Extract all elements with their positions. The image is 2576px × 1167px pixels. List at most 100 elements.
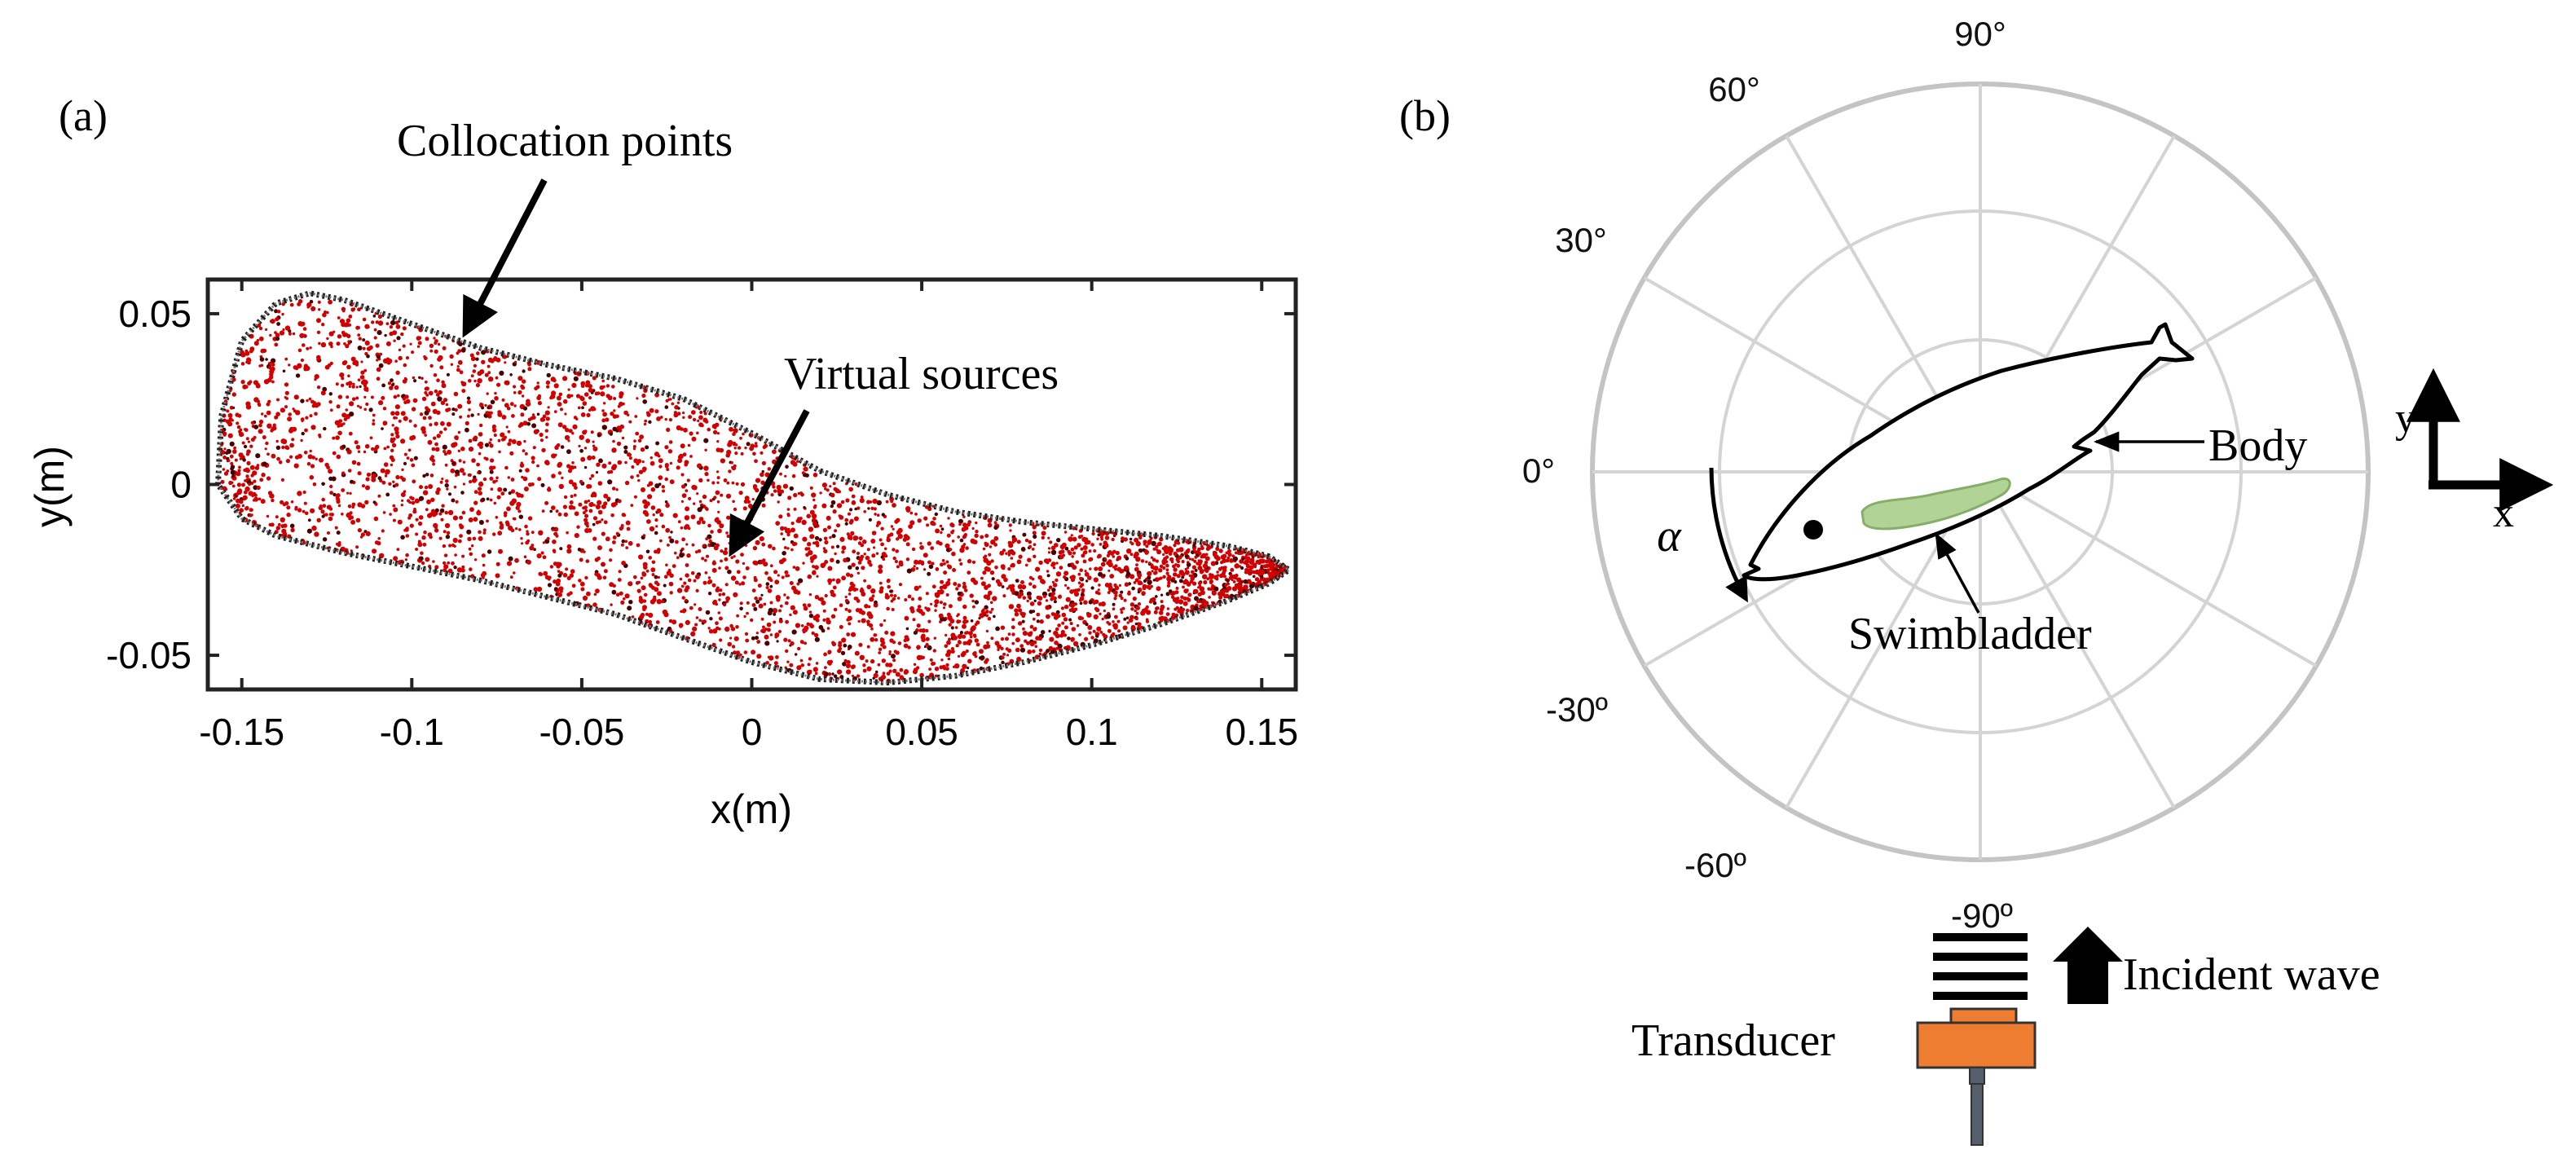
virtual-source-point xyxy=(241,504,245,508)
virtual-source-point xyxy=(495,376,499,380)
virtual-source-point xyxy=(808,657,812,661)
virtual-source-point xyxy=(787,639,791,643)
virtual-source-point xyxy=(1016,559,1022,565)
virtual-source-point xyxy=(557,471,562,475)
virtual-source-point xyxy=(905,627,909,631)
virtual-source-point xyxy=(239,428,243,432)
virtual-source-point xyxy=(640,447,645,452)
virtual-source-point xyxy=(975,521,978,525)
virtual-source-point xyxy=(686,478,690,482)
virtual-source-point xyxy=(592,504,596,507)
virtual-source-point xyxy=(381,383,385,388)
virtual-source-point xyxy=(763,561,768,567)
virtual-source-point xyxy=(642,599,647,603)
virtual-source-point xyxy=(944,644,949,649)
virtual-source-point xyxy=(527,516,533,521)
virtual-source-point xyxy=(852,535,858,541)
virtual-source-point xyxy=(359,385,362,388)
virtual-source-point xyxy=(321,323,325,327)
virtual-source-point xyxy=(680,473,685,477)
virtual-source-point xyxy=(1046,614,1050,619)
virtual-source-point xyxy=(561,476,564,480)
virtual-source-point xyxy=(483,456,487,460)
virtual-source-point xyxy=(896,517,900,522)
virtual-source-point xyxy=(242,458,246,462)
virtual-source-point xyxy=(918,628,923,632)
virtual-source-point xyxy=(309,449,312,453)
virtual-source-point xyxy=(800,624,804,628)
virtual-source-point xyxy=(791,629,797,635)
virtual-source-point xyxy=(690,514,696,520)
virtual-source-point xyxy=(227,421,233,427)
virtual-source-point xyxy=(467,414,470,418)
virtual-source-point xyxy=(861,618,866,623)
virtual-source-point xyxy=(262,348,267,354)
virtual-source-point xyxy=(466,396,471,400)
virtual-source-point xyxy=(773,620,777,624)
virtual-source-point xyxy=(484,443,490,447)
virtual-source-point xyxy=(704,420,709,424)
virtual-source-point xyxy=(454,407,458,412)
virtual-source-point xyxy=(1234,584,1239,588)
swimbladder-arrow xyxy=(1935,532,1980,614)
virtual-source-point xyxy=(459,524,465,530)
transducer: Transducer xyxy=(1631,1007,2037,1146)
body-label: Body xyxy=(2208,421,2307,471)
virtual-source-point xyxy=(985,614,989,618)
virtual-source-point xyxy=(1180,595,1184,600)
virtual-source-point xyxy=(1033,554,1037,558)
virtual-source-point xyxy=(848,520,853,525)
virtual-source-point xyxy=(1063,575,1067,579)
virtual-source-point xyxy=(412,479,416,484)
virtual-source-point xyxy=(1182,607,1186,612)
virtual-source-point xyxy=(428,564,432,569)
virtual-source-point xyxy=(398,419,402,423)
virtual-source-point xyxy=(1246,566,1249,569)
virtual-source-point xyxy=(1237,584,1241,588)
virtual-source-point xyxy=(595,520,600,525)
virtual-source-point xyxy=(1183,588,1189,594)
virtual-source-point xyxy=(557,402,561,407)
virtual-source-point xyxy=(610,502,617,508)
virtual-source-point xyxy=(391,383,394,387)
virtual-source-point xyxy=(549,565,554,569)
virtual-source-point xyxy=(341,513,344,516)
virtual-source-point xyxy=(868,614,874,619)
virtual-source-point xyxy=(950,626,954,630)
virtual-source-point xyxy=(620,524,624,527)
virtual-source-point xyxy=(654,531,658,535)
virtual-source-point xyxy=(789,486,794,491)
virtual-source-point xyxy=(234,458,238,462)
virtual-source-point xyxy=(380,468,385,473)
virtual-source-point xyxy=(346,491,350,495)
virtual-source-point xyxy=(724,583,729,587)
virtual-source-point xyxy=(523,487,529,491)
virtual-source-point xyxy=(1191,550,1195,555)
virtual-source-point xyxy=(488,377,494,382)
virtual-source-point xyxy=(1218,568,1222,571)
virtual-source-point xyxy=(536,553,542,559)
virtual-source-point xyxy=(685,619,690,626)
virtual-source-point xyxy=(1254,577,1259,582)
virtual-source-point xyxy=(708,629,714,634)
virtual-source-point xyxy=(359,375,365,380)
virtual-source-point xyxy=(715,517,720,522)
virtual-source-point xyxy=(317,300,321,304)
virtual-source-point xyxy=(446,421,451,427)
virtual-source-point xyxy=(1011,584,1015,588)
virtual-source-point xyxy=(487,549,492,554)
virtual-source-point xyxy=(716,440,720,443)
virtual-source-point xyxy=(799,517,803,521)
virtual-source-point xyxy=(1188,557,1191,561)
virtual-source-point xyxy=(1072,551,1076,555)
virtual-source-point xyxy=(244,349,249,353)
virtual-source-point xyxy=(986,641,989,645)
virtual-source-point xyxy=(739,601,743,606)
virtual-source-point xyxy=(946,640,951,645)
virtual-source-point xyxy=(284,357,288,361)
virtual-source-point xyxy=(303,363,308,368)
virtual-source-point xyxy=(526,421,531,426)
virtual-source-point xyxy=(1123,598,1127,602)
virtual-source-point xyxy=(796,665,802,671)
virtual-source-point xyxy=(1107,569,1111,572)
